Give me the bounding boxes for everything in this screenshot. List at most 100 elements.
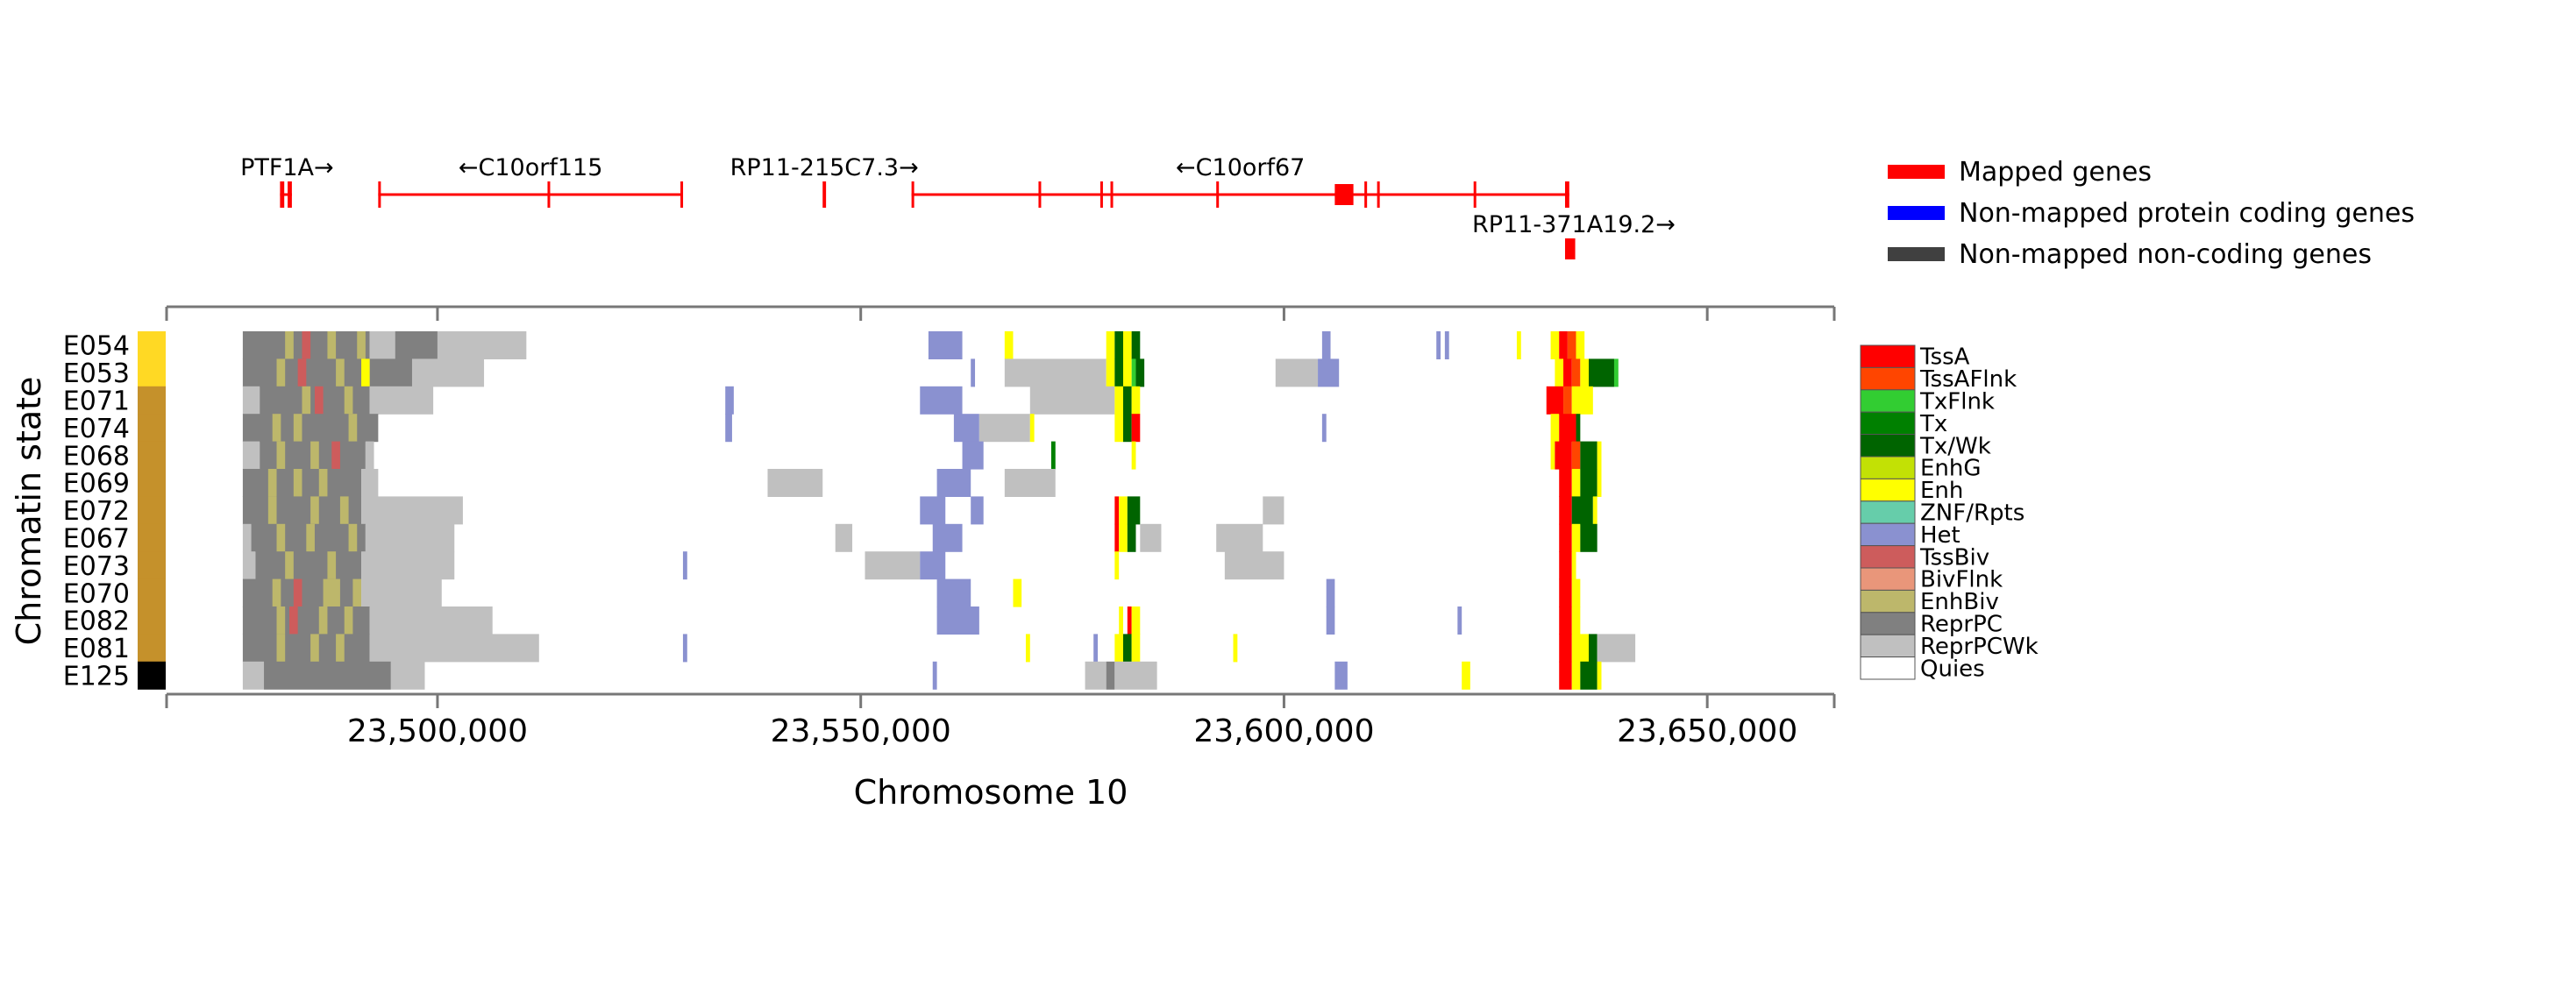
state-segment <box>978 414 1030 443</box>
gene-exon <box>911 181 914 208</box>
gene-label: ←C10orf67 <box>1176 154 1305 181</box>
state-segment <box>390 661 425 690</box>
y-axis-label: Chromatin state <box>10 377 48 646</box>
state-segment <box>276 523 286 552</box>
state-segment <box>1326 606 1335 635</box>
state-segment <box>1559 523 1572 552</box>
state-segment <box>369 606 493 635</box>
state-segment <box>1580 523 1598 552</box>
state-segment <box>327 551 337 580</box>
state-segment <box>272 414 281 443</box>
sample-group-swatch <box>138 578 166 607</box>
sample-group-swatch <box>138 441 166 470</box>
state-segment <box>323 578 340 607</box>
state-segment <box>352 578 362 607</box>
state-legend-label: Tx <box>1919 411 1947 437</box>
state-segment <box>1131 441 1136 470</box>
state-segment <box>361 551 455 580</box>
state-segment <box>767 469 823 497</box>
state-segment <box>1571 386 1593 415</box>
state-segment <box>255 551 362 580</box>
state-segment <box>1571 661 1581 690</box>
state-segment <box>1131 331 1141 359</box>
state-segment <box>1233 634 1238 663</box>
state-segment <box>725 386 734 415</box>
state-segment <box>1597 661 1602 690</box>
state-segment <box>1029 414 1035 443</box>
state-segment <box>1114 523 1120 552</box>
state-segment <box>267 469 277 497</box>
state-legend-label: TssA <box>1919 344 1970 371</box>
gene-exon <box>378 181 381 208</box>
sample-label: E082 <box>63 606 130 637</box>
sample-labels: E054E053E071E074E068E069E072E067E073E070… <box>63 331 130 692</box>
state-segment <box>336 634 345 663</box>
state-segment <box>1597 441 1602 470</box>
state-segment <box>1106 358 1115 387</box>
state-segment <box>920 386 963 415</box>
state-legend-swatch <box>1860 634 1916 658</box>
sample-label: E073 <box>63 551 130 582</box>
state-segment <box>361 496 463 525</box>
state-segment <box>928 331 963 359</box>
x-tick-label: 23,650,000 <box>1617 713 1797 749</box>
state-segment <box>1114 551 1120 580</box>
state-segment <box>314 386 324 415</box>
state-segment <box>1597 469 1602 497</box>
state-segment <box>1559 661 1572 690</box>
state-segment <box>1457 606 1462 635</box>
state-segment <box>242 414 379 443</box>
state-segment <box>1559 469 1572 497</box>
state-segment <box>835 523 853 552</box>
state-segment <box>1321 414 1327 443</box>
gene-legend-swatch <box>1888 247 1945 261</box>
state-segment <box>1085 661 1107 690</box>
state-segment <box>1334 661 1348 690</box>
sample-label: E069 <box>63 469 130 500</box>
state-segment <box>1321 331 1331 359</box>
state-segment <box>369 634 539 663</box>
state-segment <box>1546 386 1564 415</box>
gene-exon <box>1564 238 1576 259</box>
state-segment <box>1004 358 1107 387</box>
state-segment <box>932 523 963 552</box>
gene-exon <box>547 181 551 208</box>
state-legend-swatch <box>1860 456 1916 479</box>
state-segment <box>725 414 732 443</box>
gene-legend-label: Non-mapped non-coding genes <box>1959 239 2372 270</box>
state-segment <box>242 386 260 415</box>
sample-label: E125 <box>63 662 130 692</box>
sample-label: E070 <box>63 578 130 609</box>
state-segment <box>288 606 298 635</box>
state-legend-swatch <box>1860 500 1916 524</box>
gene-legend: Mapped genes Non-mapped protein coding ge… <box>1888 157 2415 270</box>
state-segment <box>971 496 984 525</box>
state-segment <box>1114 661 1157 690</box>
gene-legend-swatch <box>1888 165 1945 179</box>
state-segment <box>344 386 353 415</box>
state-segment <box>327 331 337 359</box>
gene-legend-label: Non-mapped protein coding genes <box>1959 198 2415 229</box>
state-segment <box>1550 331 1560 359</box>
state-segment <box>1576 414 1581 443</box>
chromatin-state-heatmap <box>242 331 1636 690</box>
state-legend-label: BivFlnk <box>1920 567 2003 593</box>
state-segment <box>267 496 277 525</box>
state-legend-swatch <box>1860 612 1916 635</box>
state-legend-label: EnhBiv <box>1920 589 1999 615</box>
state-segment <box>1131 606 1141 635</box>
state-segment <box>1131 414 1141 443</box>
state-segment <box>1114 358 1123 387</box>
state-segment <box>1004 469 1056 497</box>
state-segment <box>302 386 311 415</box>
sample-group-swatch <box>138 523 166 552</box>
state-segment <box>1516 331 1521 359</box>
gene-exon <box>1377 181 1380 208</box>
gene-exon <box>1473 181 1477 208</box>
state-segment <box>682 634 687 663</box>
x-axis: 23,500,000 23,550,000 23,600,000 23,650,000 <box>165 305 1836 749</box>
state-segment <box>1114 496 1120 525</box>
gene-exon <box>1038 181 1042 208</box>
chromatin-state-legend: TssATssAFlnkTxFlnkTxTx/WkEnhGEnhZNF/Rpts… <box>1860 344 2039 682</box>
state-segment <box>1029 386 1115 415</box>
